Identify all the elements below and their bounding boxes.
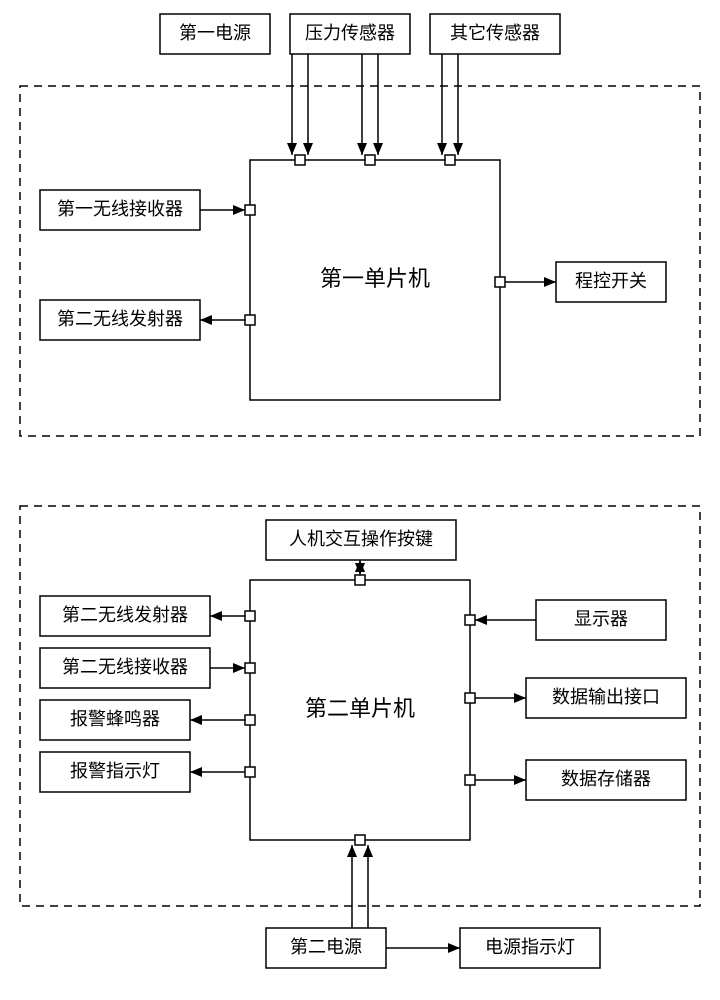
first_wireless_rx-label: 第一无线接收器 xyxy=(57,199,183,219)
power_led-label: 电源指示灯 xyxy=(485,937,575,957)
hmi_keys-label: 人机交互操作按键 xyxy=(289,529,433,549)
pressure_sensor-label: 压力传感器 xyxy=(305,23,395,43)
diagram-canvas: 第一电源压力传感器其它传感器第一无线接收器第二无线发射器第一单片机程控开关人机交… xyxy=(0,0,720,1000)
prog_switch-label: 程控开关 xyxy=(575,271,647,291)
second_wireless_tx2-label: 第二无线发射器 xyxy=(62,605,188,625)
first_power-label: 第一电源 xyxy=(179,23,251,43)
display-label: 显示器 xyxy=(574,609,628,629)
second_wireless_tx1-label: 第二无线发射器 xyxy=(57,309,183,329)
mcu2-label: 第二单片机 xyxy=(305,696,415,721)
second_power-label: 第二电源 xyxy=(290,937,362,957)
alarm_led-label: 报警指示灯 xyxy=(70,761,160,781)
second_wireless_rx-label: 第二无线接收器 xyxy=(62,657,188,677)
other_sensor-label: 其它传感器 xyxy=(450,23,540,43)
buzzer-label: 报警蜂鸣器 xyxy=(70,709,160,729)
mcu1-label: 第一单片机 xyxy=(320,266,430,291)
data_out-label: 数据输出接口 xyxy=(552,687,660,707)
data_store-label: 数据存储器 xyxy=(561,769,651,789)
